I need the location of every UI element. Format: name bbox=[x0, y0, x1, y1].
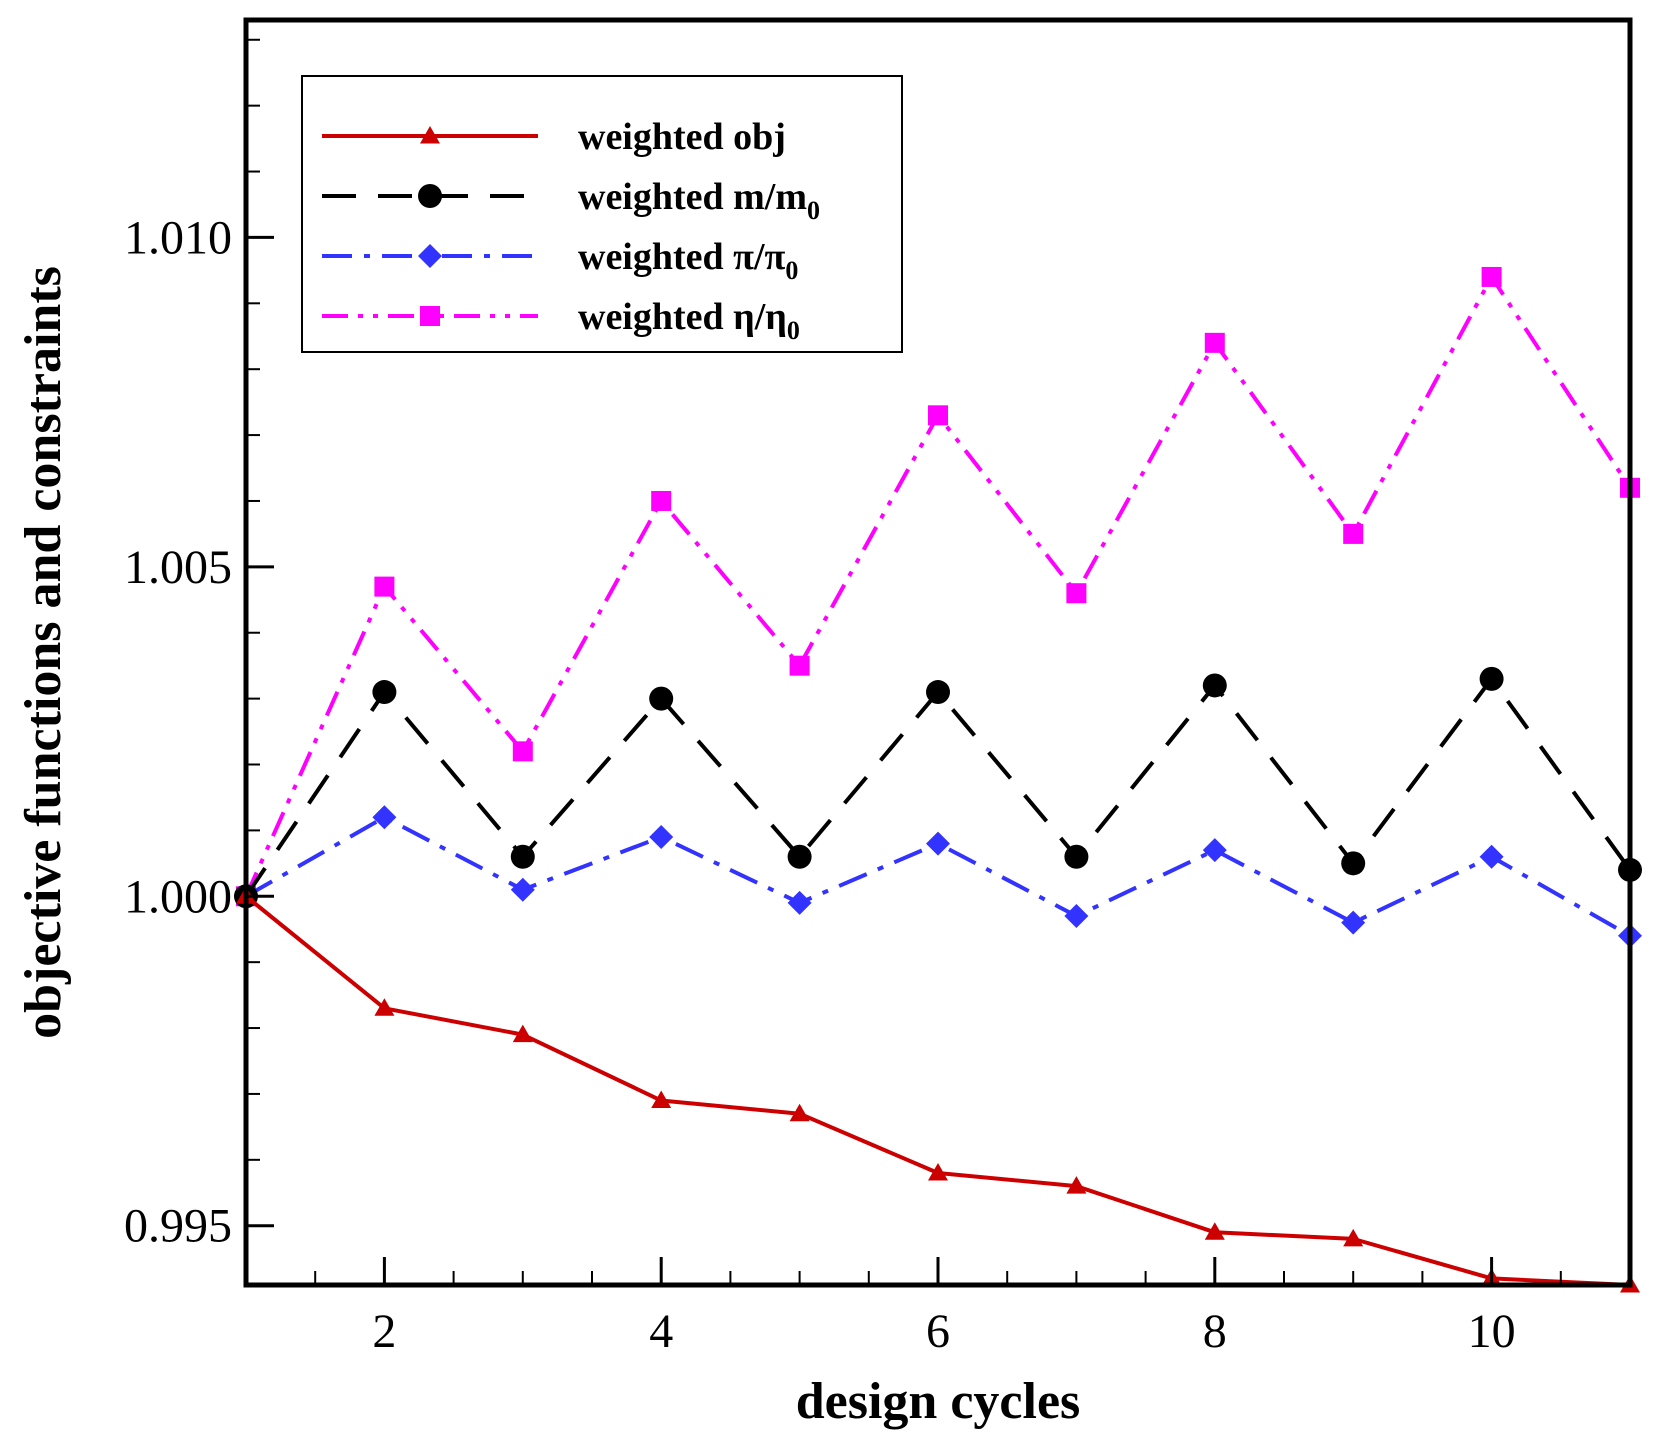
diamond-marker bbox=[1479, 844, 1504, 869]
square-marker bbox=[512, 741, 533, 762]
series-triangle bbox=[236, 886, 1640, 1293]
y-tick-label: 1.000 bbox=[124, 870, 232, 923]
diamond-marker bbox=[649, 824, 674, 849]
legend-label: weighted obj bbox=[578, 116, 786, 158]
diamond-marker bbox=[510, 877, 535, 902]
legend-subscript: 0 bbox=[807, 196, 820, 225]
square-marker bbox=[420, 306, 440, 326]
legend-label: weighted η/η0 bbox=[578, 296, 800, 345]
triangle-marker bbox=[928, 1162, 948, 1181]
diamond-marker bbox=[1064, 904, 1089, 929]
legend-entry: weighted π/π0 bbox=[322, 236, 798, 285]
diamond-marker bbox=[1202, 838, 1227, 863]
legend-entry: weighted obj bbox=[322, 116, 786, 158]
triangle-marker bbox=[512, 1024, 533, 1043]
circle-marker bbox=[1064, 844, 1089, 869]
circle-marker bbox=[649, 686, 674, 711]
x-axis-title: design cycles bbox=[796, 1373, 1081, 1430]
triangle-marker bbox=[374, 998, 395, 1016]
square-marker bbox=[651, 490, 672, 511]
circle-marker bbox=[1202, 673, 1227, 698]
circle-marker bbox=[372, 680, 397, 705]
square-marker bbox=[928, 405, 948, 426]
series-circle bbox=[234, 666, 1642, 909]
legend-subscript: 0 bbox=[785, 256, 798, 285]
legend-label: weighted m/m0 bbox=[578, 176, 820, 225]
axis-tick-labels: 2 4 6 8 10 0.995 1.000 1.005 1.010 bbox=[124, 211, 1516, 1358]
x-tick-label: 10 bbox=[1468, 1305, 1516, 1358]
triangle-marker bbox=[1343, 1228, 1364, 1247]
legend-entry: weighted m/m0 bbox=[322, 176, 820, 225]
x-tick-label: 8 bbox=[1203, 1305, 1227, 1358]
triangle-marker bbox=[420, 126, 440, 144]
diamond-marker bbox=[372, 805, 397, 830]
triangle-marker bbox=[1066, 1176, 1087, 1194]
axis-ticks bbox=[245, 38, 1631, 1285]
x-tick-label: 6 bbox=[926, 1305, 950, 1358]
triangle-marker bbox=[789, 1103, 810, 1122]
diamond-marker bbox=[418, 244, 442, 268]
circle-marker bbox=[1341, 851, 1366, 876]
circle-marker bbox=[418, 184, 442, 208]
plot-series bbox=[234, 266, 1642, 1293]
x-tick-label: 2 bbox=[372, 1305, 396, 1358]
circle-marker bbox=[510, 844, 535, 869]
square-marker bbox=[1066, 583, 1087, 604]
legend-box bbox=[301, 75, 903, 353]
square-marker bbox=[1204, 332, 1225, 353]
legend: weighted obj weighted m/m0 weighted π/π0 we… bbox=[301, 75, 903, 353]
diamond-marker bbox=[1341, 910, 1366, 935]
legend-entry: weighted η/η0 bbox=[322, 296, 800, 345]
circle-marker bbox=[787, 844, 812, 869]
circle-marker bbox=[1479, 666, 1504, 691]
x-tick-label: 4 bbox=[649, 1305, 673, 1358]
circle-marker bbox=[926, 680, 950, 705]
diamond-marker bbox=[926, 831, 950, 856]
legend-label: weighted π/π0 bbox=[578, 236, 798, 285]
square-marker bbox=[374, 576, 395, 597]
y-axis-title: objective functions and constraints bbox=[15, 266, 72, 1039]
square-marker bbox=[1481, 266, 1502, 287]
legend-subscript: 0 bbox=[787, 316, 800, 345]
y-tick-label: 0.995 bbox=[124, 1200, 232, 1253]
square-marker bbox=[1343, 523, 1364, 544]
triangle-marker bbox=[651, 1090, 672, 1109]
triangle-marker bbox=[1204, 1222, 1225, 1240]
y-tick-label: 1.005 bbox=[124, 541, 232, 594]
square-marker bbox=[789, 655, 810, 676]
diamond-marker bbox=[787, 890, 812, 915]
y-tick-label: 1.010 bbox=[124, 211, 232, 264]
